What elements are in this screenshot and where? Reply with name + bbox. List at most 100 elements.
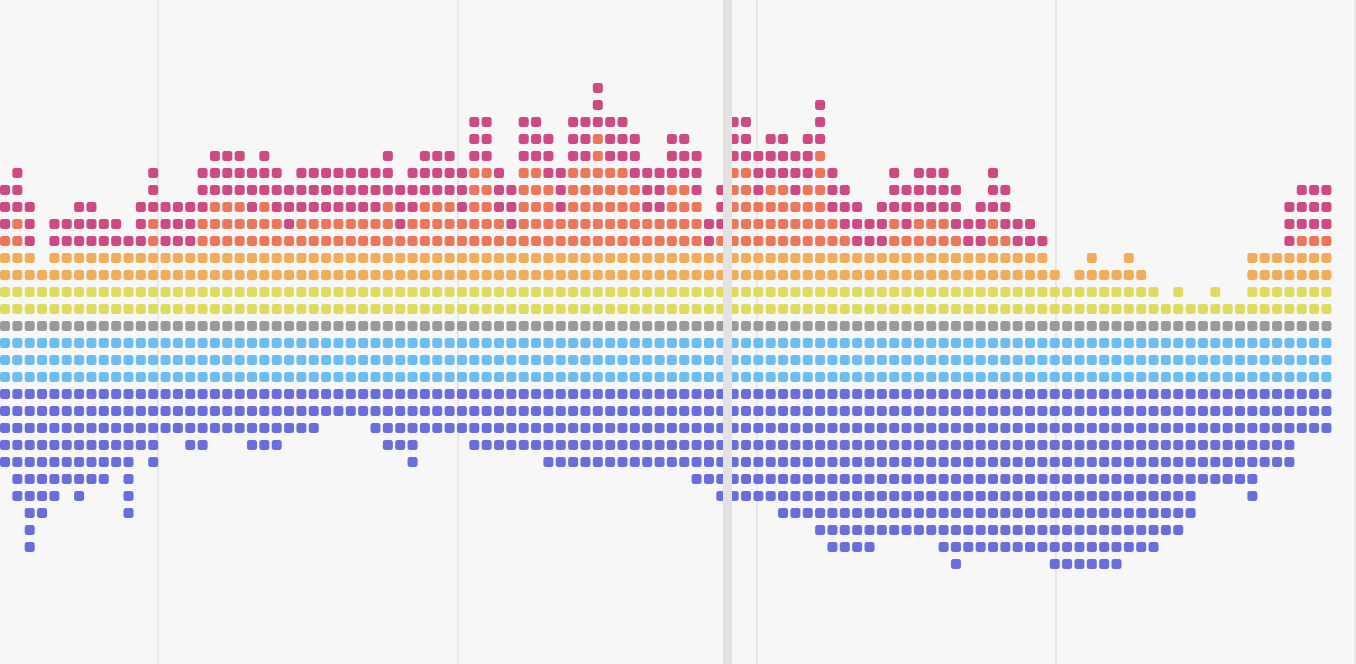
dot-above-col-73: [901, 236, 912, 246]
dot-below-col-17: [209, 355, 220, 365]
dot-below-col-68: [839, 406, 850, 416]
dot-below-col-41: [506, 406, 517, 416]
dot-below-col-75: [926, 457, 937, 467]
dot-above-col-20: [247, 270, 257, 280]
dot-below-col-7: [86, 372, 97, 382]
dot-below-col-81: [1000, 491, 1011, 501]
dot-above-col-82: [1012, 287, 1023, 297]
dot-above-col-28: [345, 253, 356, 263]
dot-below-col-92: [1136, 457, 1147, 467]
dot-below-col-90: [1111, 389, 1122, 399]
dot-below-col-44: [543, 457, 554, 467]
dot-below-col-12: [148, 440, 159, 450]
dot-above-col-4: [49, 219, 60, 229]
dot-below-col-63: [778, 440, 789, 450]
dot-above-col-9: [111, 287, 122, 297]
dot-below-col-48: [592, 355, 603, 365]
dot-above-col-51: [629, 287, 640, 297]
dot-below-col-93: [1148, 542, 1159, 552]
dot-below-col-88: [1086, 372, 1097, 382]
dot-below-col-63: [778, 372, 789, 382]
dot-below-col-71: [876, 474, 887, 484]
dot-below-col-17: [209, 372, 220, 382]
dot-below-col-40: [494, 440, 504, 450]
dot-below-col-49: [605, 423, 616, 433]
dot-above-col-50: [617, 134, 628, 144]
dot-below-col-60: [741, 372, 751, 382]
dot-below-col-74: [913, 457, 924, 467]
dot-above-col-12: [148, 219, 159, 229]
dot-above-col-57: [703, 219, 714, 229]
dot-above-col-62: [765, 168, 776, 178]
dot-below-col-61: [753, 389, 764, 399]
dot-below-col-67: [827, 440, 838, 450]
dot-below-col-75: [926, 491, 937, 501]
dot-below-col-78: [963, 389, 974, 399]
dot-below-col-13: [160, 423, 171, 433]
dot-above-col-90: [1111, 304, 1122, 314]
dot-above-col-63: [778, 321, 789, 331]
dot-below-col-62: [765, 406, 776, 416]
dot-above-col-83: [1025, 219, 1036, 229]
dot-below-col-12: [148, 372, 159, 382]
dot-below-col-79: [975, 372, 986, 382]
dot-above-col-65: [802, 151, 813, 161]
dot-below-col-24: [296, 389, 307, 399]
dot-above-col-37: [456, 270, 467, 280]
dot-below-col-6: [74, 355, 85, 365]
dot-above-col-84: [1037, 253, 1048, 263]
dot-above-col-46: [568, 338, 579, 348]
dot-above-col-101: [1247, 270, 1258, 280]
dot-above-col-67: [827, 202, 838, 212]
dot-below-col-55: [679, 406, 690, 416]
dot-above-col-65: [802, 338, 813, 348]
dot-below-col-7: [86, 389, 97, 399]
dot-above-col-73: [901, 202, 912, 212]
dot-below-col-81: [1000, 474, 1011, 484]
dot-below-col-80: [988, 542, 998, 552]
dot-above-col-74: [913, 321, 924, 331]
dot-below-col-77: [950, 457, 961, 467]
dot-below-col-67: [827, 355, 838, 365]
dot-below-col-52: [642, 457, 653, 467]
dot-below-col-30: [370, 423, 381, 433]
dot-above-col-84: [1037, 236, 1048, 246]
dot-above-col-26: [321, 168, 332, 178]
dot-below-col-78: [963, 406, 974, 416]
dot-above-col-18: [222, 338, 233, 348]
dot-below-col-20: [247, 389, 257, 399]
dot-above-col-89: [1099, 321, 1110, 331]
dot-above-col-20: [247, 168, 257, 178]
dot-above-col-21: [259, 338, 270, 348]
dot-above-col-11: [135, 270, 146, 280]
dot-above-col-25: [308, 202, 319, 212]
dot-above-col-97: [1197, 321, 1208, 331]
dot-above-col-17: [209, 151, 220, 161]
dot-above-col-39: [481, 134, 492, 144]
dot-above-col-66: [815, 185, 826, 195]
dot-below-col-94: [1160, 508, 1171, 518]
dot-below-col-16: [197, 406, 208, 416]
dot-above-col-66: [815, 253, 826, 263]
dot-below-col-10: [123, 508, 134, 518]
dot-above-col-43: [531, 134, 542, 144]
dot-below-col-15: [185, 423, 196, 433]
dot-below-col-9: [111, 406, 122, 416]
dot-above-col-22: [271, 287, 282, 297]
dot-above-col-64: [790, 270, 801, 280]
dot-above-col-60: [741, 287, 751, 297]
dot-above-col-50: [617, 270, 628, 280]
dot-above-col-15: [185, 202, 196, 212]
dot-below-col-72: [889, 440, 900, 450]
dot-above-col-7: [86, 304, 97, 314]
dot-below-col-8: [98, 440, 109, 450]
dot-below-col-47: [580, 457, 591, 467]
time-cursor-bar[interactable]: [723, 0, 732, 664]
dot-below-col-71: [876, 406, 887, 416]
dot-below-col-96: [1185, 508, 1196, 518]
dot-below-col-98: [1210, 423, 1221, 433]
dot-below-col-96: [1185, 423, 1196, 433]
dot-above-col-81: [1000, 236, 1011, 246]
dot-above-col-10: [123, 304, 134, 314]
dot-above-col-40: [494, 202, 504, 212]
